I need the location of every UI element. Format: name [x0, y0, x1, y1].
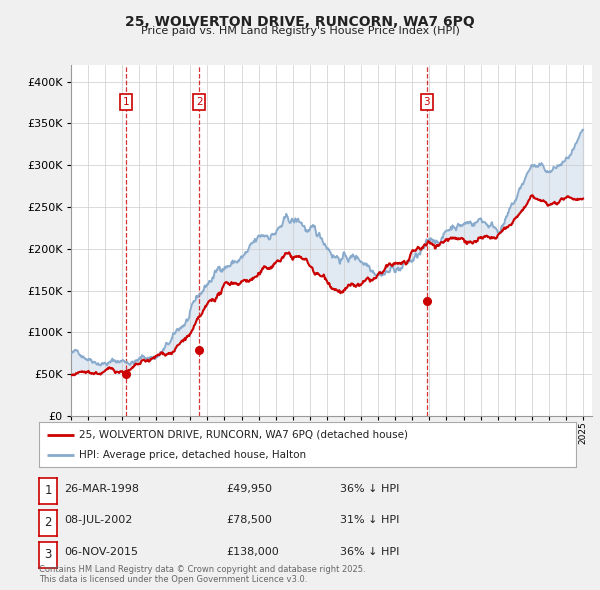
- Text: 2: 2: [44, 516, 52, 529]
- Text: 1: 1: [122, 97, 129, 107]
- Text: Price paid vs. HM Land Registry's House Price Index (HPI): Price paid vs. HM Land Registry's House …: [140, 26, 460, 36]
- Text: 06-NOV-2015: 06-NOV-2015: [64, 548, 138, 557]
- Text: 36% ↓ HPI: 36% ↓ HPI: [340, 548, 400, 557]
- Text: 36% ↓ HPI: 36% ↓ HPI: [340, 484, 400, 493]
- Text: 31% ↓ HPI: 31% ↓ HPI: [340, 516, 400, 525]
- Text: 08-JUL-2002: 08-JUL-2002: [64, 516, 133, 525]
- Text: 25, WOLVERTON DRIVE, RUNCORN, WA7 6PQ (detached house): 25, WOLVERTON DRIVE, RUNCORN, WA7 6PQ (d…: [79, 430, 408, 440]
- Text: HPI: Average price, detached house, Halton: HPI: Average price, detached house, Halt…: [79, 450, 307, 460]
- Text: £78,500: £78,500: [226, 516, 272, 525]
- Text: 25, WOLVERTON DRIVE, RUNCORN, WA7 6PQ: 25, WOLVERTON DRIVE, RUNCORN, WA7 6PQ: [125, 15, 475, 30]
- Text: 1: 1: [44, 484, 52, 497]
- Text: £138,000: £138,000: [226, 548, 279, 557]
- Text: 3: 3: [424, 97, 430, 107]
- Text: 2: 2: [196, 97, 203, 107]
- Text: 3: 3: [44, 548, 52, 561]
- Text: £49,950: £49,950: [226, 484, 272, 493]
- Text: 26-MAR-1998: 26-MAR-1998: [64, 484, 139, 493]
- Text: Contains HM Land Registry data © Crown copyright and database right 2025.
This d: Contains HM Land Registry data © Crown c…: [39, 565, 365, 584]
